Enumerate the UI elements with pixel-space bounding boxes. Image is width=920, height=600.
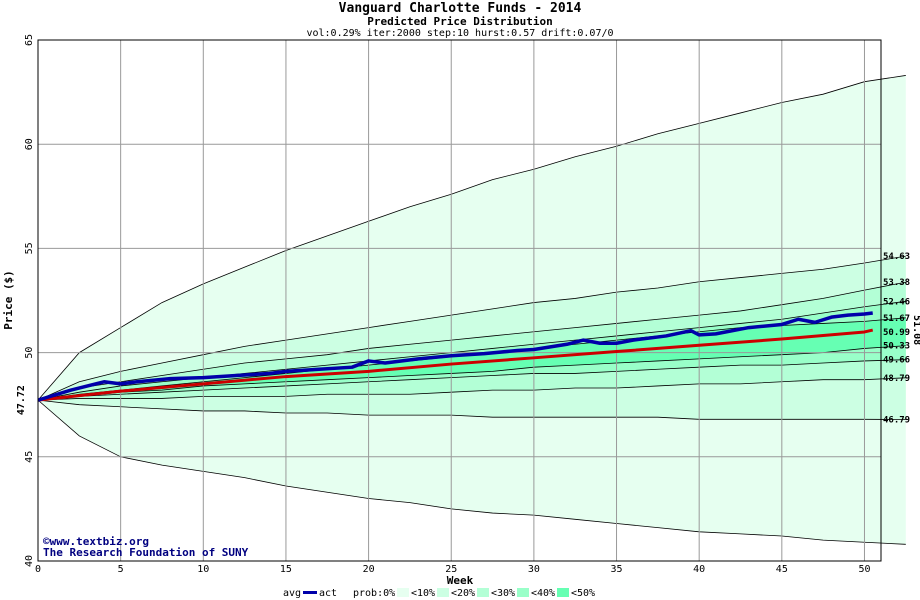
band-1-lower-line — [37, 399, 906, 545]
x-axis-ticks: 0 5 10 15 20 25 30 35 40 45 50 — [35, 564, 871, 575]
x-tick-label: 0 — [35, 564, 41, 575]
band-3-upper-line — [37, 281, 906, 401]
band-end-value: 50.33 — [883, 342, 910, 352]
x-tick-label: 25 — [445, 564, 457, 575]
x-tick-label: 20 — [363, 564, 375, 575]
legend-swatch — [303, 591, 317, 594]
series-avg-line — [37, 328, 874, 402]
band-1-area — [38, 75, 906, 545]
legend-swatch — [517, 588, 529, 597]
legend-swatch — [557, 588, 569, 597]
grid-lines — [37, 39, 881, 562]
legend-swatch — [437, 588, 449, 597]
band-1-upper-line — [37, 75, 906, 401]
x-axis-label: Week — [447, 574, 474, 587]
y-tick-label: 65 — [24, 34, 35, 46]
legend-label: <50% — [571, 588, 595, 599]
start-value-label: 47.72 — [16, 385, 27, 415]
x-tick-label: 10 — [197, 564, 209, 575]
x-tick-label: 5 — [118, 564, 124, 575]
band-end-value: 49.66 — [883, 356, 910, 366]
legend-swatch — [339, 588, 351, 597]
y-axis-ticks: 40 45 50 55 60 65 — [24, 34, 35, 567]
legend-label: <30% — [491, 588, 515, 599]
legend-swatch — [397, 588, 409, 597]
chart-subtitle: Predicted Price Distribution — [367, 15, 552, 28]
chart-params: vol:0.29% iter:2000 step:10 hurst:0.57 d… — [306, 28, 613, 39]
band-end-value: 52.46 — [883, 297, 910, 307]
legend-label: <40% — [531, 588, 555, 599]
legend-label: <10% — [411, 588, 435, 599]
band-4-lower-line — [37, 359, 906, 401]
credit-org: The Research Foundation of SUNY — [43, 546, 249, 559]
y-axis-label: Price ($) — [2, 270, 15, 330]
x-tick-label: 50 — [858, 564, 870, 575]
band-end-value: 51.67 — [883, 314, 910, 324]
legend: avg act prob:0% <10% <20% <30% <40% <50% — [283, 588, 595, 599]
band-end-value: 46.79 — [883, 415, 910, 425]
y-tick-label: 40 — [24, 555, 35, 567]
plot-frame — [37, 39, 882, 562]
band-5-lower-line — [37, 345, 906, 401]
band-2-lower-line — [37, 399, 906, 420]
band-3-area — [38, 282, 906, 401]
x-tick-label: 30 — [528, 564, 540, 575]
series-lines — [37, 311, 874, 402]
band-3-lower-line — [37, 377, 906, 401]
y-tick-label: 45 — [24, 451, 35, 463]
band-2-upper-line — [37, 255, 906, 401]
legend-label: act — [319, 588, 337, 599]
x-tick-label: 35 — [611, 564, 623, 575]
x-tick-label: 40 — [693, 564, 705, 575]
y-tick-label: 60 — [24, 138, 35, 150]
band-end-value: 50.99 — [883, 328, 910, 338]
x-tick-label: 45 — [776, 564, 788, 575]
legend-label: avg — [283, 588, 301, 599]
x-tick-label: 15 — [280, 564, 292, 575]
band-end-value: 53.38 — [883, 278, 910, 288]
band-end-labels: 54.63 53.38 52.46 51.67 50.99 50.33 49.66 48.79… — [883, 252, 910, 425]
band-end-value: 54.63 — [883, 252, 910, 262]
credit-site: ©www.textbiz.org — [43, 535, 149, 548]
band-end-value: 48.79 — [883, 374, 910, 384]
end-value-label: 51.08 — [911, 315, 920, 345]
legend-label: prob:0% — [353, 588, 395, 599]
series-prob-line — [37, 311, 873, 402]
probability-bands — [37, 75, 906, 545]
legend-swatch — [477, 588, 489, 597]
y-tick-label: 55 — [24, 242, 35, 254]
legend-label: <20% — [451, 588, 475, 599]
y-tick-label: 50 — [24, 347, 35, 359]
chart-title: Vanguard Charlotte Funds - 2014 — [339, 1, 582, 16]
